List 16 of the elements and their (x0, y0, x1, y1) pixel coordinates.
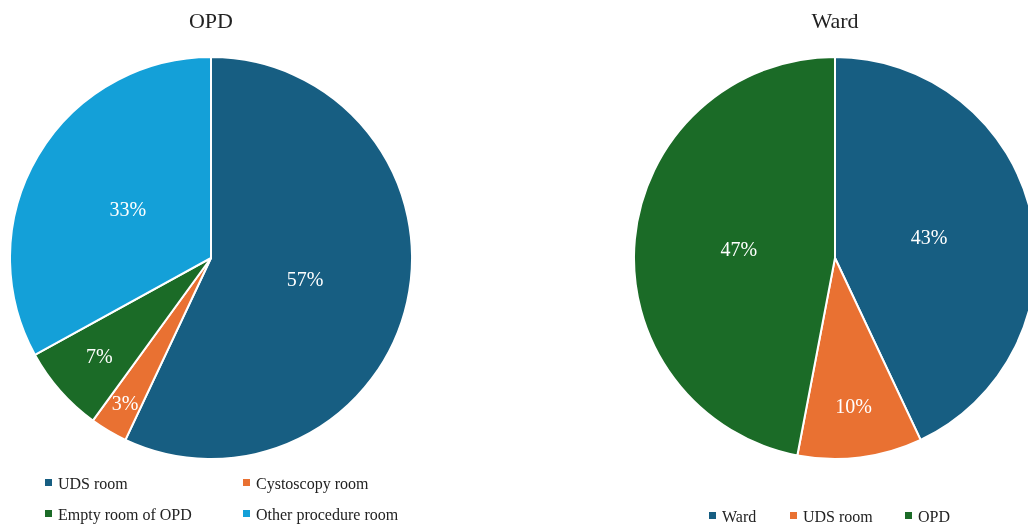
data-label: 57% (286, 268, 324, 291)
legend-label: Cystoscopy room (256, 474, 369, 493)
legend-label: Ward (722, 507, 757, 524)
data-label: 10% (835, 394, 872, 417)
legend-label: UDS room (58, 474, 129, 492)
legend-label: Other procedure room (256, 505, 399, 524)
data-label: 43% (910, 225, 948, 248)
legend-label: UDS room (803, 507, 874, 524)
data-label: 47% (720, 237, 758, 260)
chart-title: OPD (188, 8, 234, 33)
legend-label: Empty room of OPD (58, 505, 192, 524)
data-label: 33% (109, 197, 147, 220)
legend-label: OPD (918, 507, 951, 524)
data-label: 3% (111, 392, 139, 415)
chart-title: Ward (811, 8, 859, 33)
data-label: 7% (86, 345, 113, 368)
